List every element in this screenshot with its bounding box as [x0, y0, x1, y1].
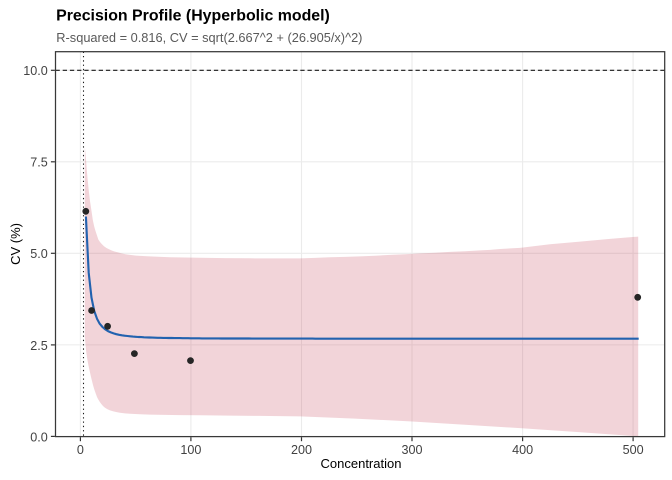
svg-text:R-squared = 0.816, CV = sqrt(2: R-squared = 0.816, CV = sqrt(2.667^2 + (… — [56, 30, 362, 45]
svg-text:200: 200 — [291, 443, 312, 457]
svg-text:7.5: 7.5 — [30, 156, 48, 170]
svg-text:Concentration: Concentration — [321, 456, 402, 471]
svg-text:300: 300 — [401, 443, 422, 457]
svg-text:100: 100 — [180, 443, 201, 457]
svg-text:400: 400 — [512, 443, 533, 457]
svg-text:2.5: 2.5 — [30, 339, 48, 353]
svg-text:0: 0 — [77, 443, 84, 457]
svg-text:500: 500 — [623, 443, 644, 457]
svg-text:Precision Profile (Hyperbolic: Precision Profile (Hyperbolic model) — [56, 7, 330, 24]
svg-text:0.0: 0.0 — [30, 430, 48, 444]
svg-text:CV (%): CV (%) — [8, 223, 23, 265]
svg-text:10.0: 10.0 — [23, 64, 48, 78]
svg-text:5.0: 5.0 — [30, 247, 48, 261]
